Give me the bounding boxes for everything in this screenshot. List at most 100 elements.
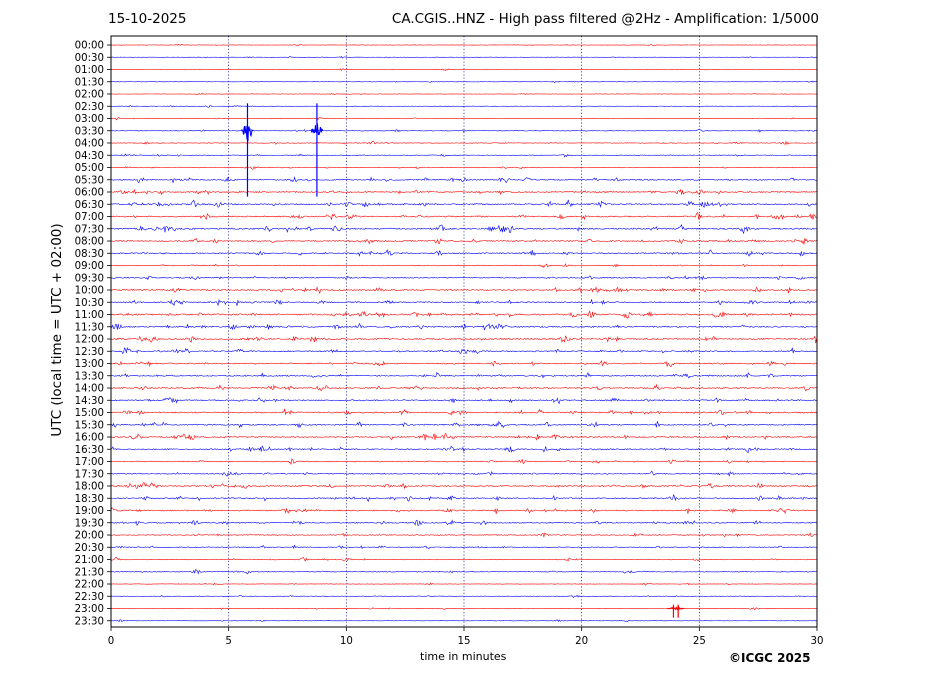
- trace-row-1730: [110, 470, 817, 477]
- y-tick-label: 22:00: [75, 580, 104, 591]
- chart-title: CA.CGIS..HNZ - High pass filtered @2Hz -…: [391, 11, 819, 27]
- trace-row-1100: [110, 310, 817, 319]
- trace-row-0930: [110, 275, 817, 281]
- x-tick-label: 25: [693, 636, 706, 647]
- y-tick-label: 16:30: [75, 445, 104, 456]
- y-tick-label: 01:00: [75, 65, 104, 76]
- trace-row-1230: [110, 346, 817, 355]
- y-tick-label: 04:30: [75, 151, 104, 162]
- trace-row-1330: [110, 371, 817, 379]
- trace-row-0300: [110, 117, 817, 121]
- y-tick-label: 19:00: [75, 506, 104, 517]
- x-tick-label: 10: [340, 636, 353, 647]
- trace-row-1900: [110, 507, 817, 515]
- y-tick-label: 08:30: [75, 249, 104, 260]
- trace-row-0000: [110, 43, 817, 46]
- y-tick-label: 16:00: [75, 433, 104, 444]
- y-tick-label: 11:30: [75, 322, 104, 333]
- trace-row-0730: [110, 224, 817, 235]
- trace-row-0800: [110, 237, 817, 245]
- trace-row-0830: [110, 249, 817, 257]
- trace-row-1030: [110, 298, 817, 307]
- y-tick-label: 01:30: [75, 77, 104, 88]
- x-ticks: 0 5 10 15 20 25 30: [108, 627, 824, 647]
- x-tick-label: 30: [811, 636, 824, 647]
- y-tick-label: 22:30: [75, 592, 104, 603]
- trace-row-2200: [110, 582, 817, 586]
- trace-row-0630: [110, 199, 817, 209]
- trace-row-1830: [110, 494, 817, 502]
- events: [241, 103, 685, 618]
- y-tick-label: 04:00: [75, 139, 104, 150]
- trace-row-1600: [110, 432, 817, 441]
- y-tick-label: 05:00: [75, 163, 104, 174]
- y-tick-label: 13:30: [75, 371, 104, 382]
- trace-row-2230: [110, 594, 817, 598]
- trace-row-1300: [110, 360, 817, 368]
- trace-row-1930: [110, 519, 817, 527]
- y-tick-label: 03:00: [75, 114, 104, 125]
- x-tick-label: 15: [458, 636, 471, 647]
- trace-row-0400: [110, 140, 817, 146]
- y-tick-label: 09:00: [75, 261, 104, 272]
- trace-row-0100: [110, 68, 817, 71]
- trace-row-0900: [110, 263, 817, 269]
- y-tick-label: 21:00: [75, 555, 104, 566]
- y-tick-label: 13:00: [75, 359, 104, 370]
- trace-row-2030: [110, 544, 817, 550]
- y-tick-label: 21:30: [75, 567, 104, 578]
- y-tick-label: 18:30: [75, 494, 104, 505]
- y-tick-label: 14:30: [75, 396, 104, 407]
- x-tick-label: 20: [575, 636, 588, 647]
- y-tick-label: 11:00: [75, 310, 104, 321]
- y-tick-label: 18:00: [75, 482, 104, 493]
- y-axis-label: UTC (local time = UTC + 02:00): [49, 223, 65, 437]
- trace-row-0430: [110, 153, 817, 158]
- y-tick-label: 07:30: [75, 224, 104, 235]
- trace-row-1000: [110, 286, 817, 295]
- trace-row-0530: [111, 176, 817, 184]
- trace-row-0500: [110, 165, 817, 170]
- trace-row-1530: [110, 420, 817, 429]
- trace-row-2300: [110, 607, 817, 611]
- y-tick-label: 19:30: [75, 518, 104, 529]
- trace-row-1200: [110, 335, 817, 344]
- x-tick-label: 5: [225, 636, 231, 647]
- y-tick-label: 03:30: [75, 126, 104, 137]
- trace-row-1400: [110, 383, 817, 392]
- event-burst: [310, 123, 324, 136]
- y-tick-label: 17:00: [75, 457, 104, 468]
- y-tick-label: 07:00: [75, 212, 104, 223]
- trace-row-2330: [110, 619, 817, 623]
- trace-row-0700: [110, 212, 817, 221]
- y-tick-label: 12:00: [75, 335, 104, 346]
- gridlines: [228, 36, 700, 627]
- trace-row-1430: [110, 397, 817, 405]
- y-tick-label: 15:00: [75, 408, 104, 419]
- trace-row-1630: [110, 445, 817, 454]
- trace-row-2000: [110, 532, 817, 538]
- trace-row-0230: [110, 105, 817, 108]
- y-tick-label: 02:30: [75, 102, 104, 113]
- y-tick-label: 10:30: [75, 298, 104, 309]
- plot-frame: [110, 35, 818, 628]
- y-tick-label: 00:30: [75, 53, 104, 64]
- y-tick-label: 06:30: [75, 200, 104, 211]
- trace-row-2130: [110, 569, 817, 575]
- event-burst: [672, 605, 685, 611]
- trace-row-0600: [110, 188, 817, 196]
- x-axis-label: time in minutes: [420, 650, 507, 663]
- y-tick-label: 12:30: [75, 347, 104, 358]
- x-tick-label: 0: [108, 636, 114, 647]
- copyright: ©ICGC 2025: [729, 651, 811, 665]
- trace-row-1500: [110, 408, 817, 416]
- y-tick-label: 08:00: [75, 237, 104, 248]
- y-tick-label: 14:00: [75, 384, 104, 395]
- trace-row-0130: [110, 80, 817, 83]
- y-tick-label: 02:00: [75, 90, 104, 101]
- trace-row-0030: [110, 56, 817, 59]
- y-tick-label: 09:30: [75, 273, 104, 284]
- y-tick-label: 20:00: [75, 531, 104, 542]
